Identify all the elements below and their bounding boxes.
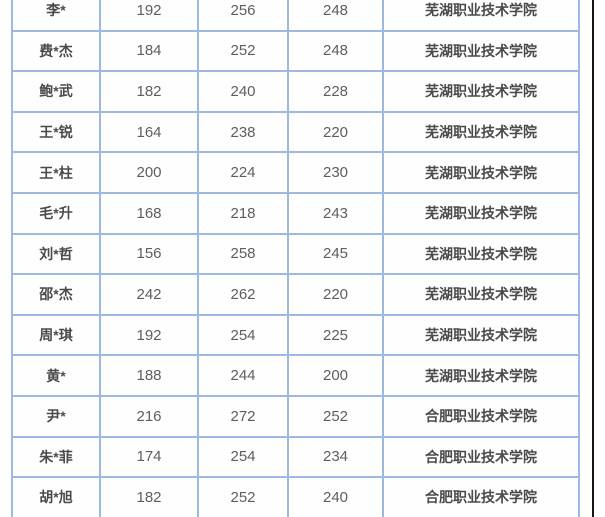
cell-score1: 182 [99, 70, 199, 113]
cell-score1: 200 [99, 151, 199, 194]
cell-school: 合肥职业技术学院 [382, 435, 580, 479]
cell-school: 芜湖职业技术学院 [382, 0, 580, 32]
score-table: 李* 192 256 248 芜湖职业技术学院 费*杰 184 252 248 芜湖职业技术学院鲍… [11, 0, 580, 517]
cell-score3: 228 [287, 70, 384, 113]
cell-score3: 240 [287, 476, 384, 517]
table-row: 邵*杰 242 262 220 芜湖职业技术学院 [11, 273, 580, 316]
cell-name: 周*琪 [11, 313, 101, 357]
cell-score3: 245 [287, 232, 384, 276]
cell-score3: 200 [287, 354, 384, 397]
cell-name: 刘*哲 [11, 232, 101, 276]
cell-name: 黄* [11, 354, 101, 397]
table-row: 王*锐 164 238 220 芜湖职业技术学院 [11, 110, 580, 154]
cell-name: 李* [11, 0, 101, 32]
table-row: 王*柱 200 224 230 芜湖职业技术学院 [11, 151, 580, 194]
cell-score2: 244 [197, 354, 289, 397]
cell-name: 王*锐 [11, 110, 101, 154]
table-row: 周*琪 192 254 225 芜湖职业技术学院 [11, 313, 580, 357]
window-edge-line [592, 0, 594, 517]
cell-score1: 164 [99, 110, 199, 154]
cell-school: 芜湖职业技术学院 [382, 354, 580, 397]
cell-score2: 238 [197, 110, 289, 154]
cell-score3: 248 [287, 29, 384, 73]
cell-score2: 218 [197, 191, 289, 235]
cell-score1: 156 [99, 232, 199, 276]
cell-score3: 234 [287, 435, 384, 479]
cell-score2: 254 [197, 313, 289, 357]
cell-school: 芜湖职业技术学院 [382, 70, 580, 113]
cell-school: 合肥职业技术学院 [382, 476, 580, 517]
cell-name: 鲍*武 [11, 70, 101, 113]
cell-school: 合肥职业技术学院 [382, 394, 580, 438]
cell-name: 邵*杰 [11, 273, 101, 316]
cell-score2: 272 [197, 394, 289, 438]
cell-score1: 182 [99, 476, 199, 517]
cell-score3: 248 [287, 0, 384, 32]
cell-score1: 184 [99, 29, 199, 73]
cell-school: 芜湖职业技术学院 [382, 313, 580, 357]
score-table-container: 李* 192 256 248 芜湖职业技术学院 费*杰 184 252 248 芜湖职业技术学院鲍… [11, 0, 580, 517]
cell-score2: 224 [197, 151, 289, 194]
cell-school: 芜湖职业技术学院 [382, 273, 580, 316]
cell-score2: 240 [197, 70, 289, 113]
table-row: 鲍*武 182 240 228 芜湖职业技术学院 [11, 70, 580, 113]
cell-score1: 174 [99, 435, 199, 479]
table-row: 毛*升 168 218 243 芜湖职业技术学院 [11, 191, 580, 235]
table-row: 刘*哲 156 258 245 芜湖职业技术学院 [11, 232, 580, 276]
cell-school: 芜湖职业技术学院 [382, 110, 580, 154]
cell-name: 毛*升 [11, 191, 101, 235]
cell-score2: 258 [197, 232, 289, 276]
cell-name: 费*杰 [11, 29, 101, 73]
cell-score3: 220 [287, 110, 384, 154]
cell-name: 尹* [11, 394, 101, 438]
table-row: 费*杰 184 252 248 芜湖职业技术学院 [11, 29, 580, 73]
cell-name: 朱*菲 [11, 435, 101, 479]
cell-school: 芜湖职业技术学院 [382, 191, 580, 235]
cell-score1: 216 [99, 394, 199, 438]
cell-score1: 242 [99, 273, 199, 316]
table-row: 黄* 188 244 200 芜湖职业技术学院 [11, 354, 580, 397]
cell-score2: 256 [197, 0, 289, 32]
cell-score2: 252 [197, 476, 289, 517]
cell-name: 王*柱 [11, 151, 101, 194]
cell-score3: 225 [287, 313, 384, 357]
cell-name: 胡*旭 [11, 476, 101, 517]
cell-score1: 192 [99, 0, 199, 32]
table-row: 朱*菲 174 254 234 合肥职业技术学院 [11, 435, 580, 479]
cell-school: 芜湖职业技术学院 [382, 29, 580, 73]
cell-score2: 262 [197, 273, 289, 316]
cell-school: 芜湖职业技术学院 [382, 232, 580, 276]
cell-score1: 168 [99, 191, 199, 235]
score-table-body: 李* 192 256 248 芜湖职业技术学院 费*杰 184 252 248 芜湖职业技术学院鲍… [11, 0, 580, 517]
cell-score3: 220 [287, 273, 384, 316]
table-row: 李* 192 256 248 芜湖职业技术学院 [11, 0, 580, 32]
cell-score1: 192 [99, 313, 199, 357]
table-row: 尹* 216 272 252 合肥职业技术学院 [11, 394, 580, 438]
cell-school: 芜湖职业技术学院 [382, 151, 580, 194]
cell-score3: 252 [287, 394, 384, 438]
cell-score3: 230 [287, 151, 384, 194]
cell-score2: 252 [197, 29, 289, 73]
cell-score2: 254 [197, 435, 289, 479]
table-row: 胡*旭 182 252 240 合肥职业技术学院 [11, 476, 580, 517]
cell-score3: 243 [287, 191, 384, 235]
cell-score1: 188 [99, 354, 199, 397]
